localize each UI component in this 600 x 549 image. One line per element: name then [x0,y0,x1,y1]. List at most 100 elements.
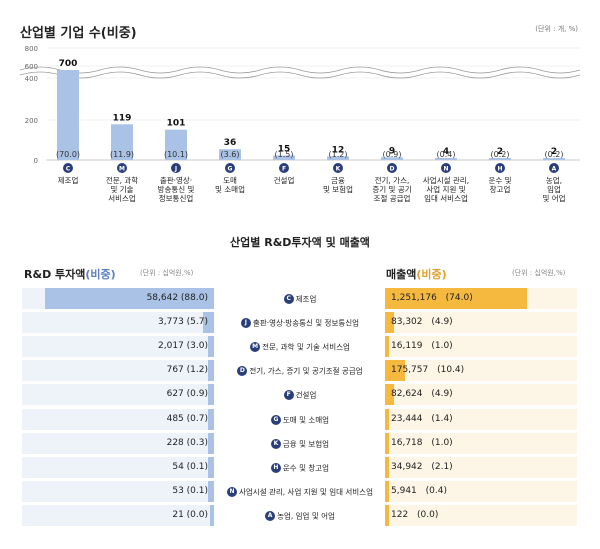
industry-code-letter: H [497,166,502,173]
sales-value-label: 1,251,176 (74.0) [391,288,473,309]
rd-bar-track [22,408,214,430]
industry-code-badge [117,163,127,173]
rd-share: (0.0) [183,509,208,520]
rd-amount: 58,642 [146,293,179,303]
table-row: 54 (0.1) H 운수 및 창고업 34,942 (2.1) [0,456,600,479]
industry-name: 제조업 [295,294,317,304]
bar-share-label: (0.4) [437,150,456,159]
sales-bar [385,336,389,358]
rd-value-label: 767 (1.2) [22,360,208,381]
bar-c [57,70,79,160]
bar-g [219,149,241,160]
table-row: 485 (0.7) G 도매 및 소매업 23,444 (1.4) [0,408,600,431]
industry-code-letter: G [228,166,233,173]
rd-value-label: 3,773 (5.7) [22,312,208,333]
axis-break-line [19,66,581,74]
rd-bar-track [22,504,214,526]
y-tick-label: 400 [25,75,38,83]
category-label: 출판·영상· [160,175,192,185]
industry-code-badge [549,163,559,173]
industry-code-letter: J [174,166,177,173]
industry-name: 건설업 [295,390,317,400]
category-label: 창고업 [490,185,511,194]
rd-share: (0.3) [183,437,208,448]
rd-bar-track [22,432,214,454]
rd-bar [208,408,214,430]
category-label: 사업시설 관리, [423,175,469,185]
bar-f [273,155,295,160]
rd-amount: 627 [166,389,184,400]
sales-amount: 34,942 [391,461,423,472]
rd-investment-title: R&D 투자액(비중) [24,266,116,282]
industry-code-badge [387,163,397,173]
bar-h [489,158,511,160]
sales-value-label: 5,941 (0.4) [391,481,447,502]
axis-break-line [19,71,581,79]
sales-bar-track [385,480,577,502]
rd-bar [208,384,214,406]
rd-value-label: 228 (0.3) [22,433,208,454]
rd-value-label: 2,017 (3.0) [22,336,208,357]
sales-bar-track [385,432,577,454]
table-row: 627 (0.9) F 건설업 82,624 (4.9) [0,384,600,406]
bar-value-label: 2 [497,147,503,157]
rd-share: (88.0) [178,293,208,303]
rd-amount: 485 [166,413,184,424]
industry-code-letter: C [66,166,71,173]
bar-share-label: (1.2) [329,150,348,159]
company-count-chart: 800 600 400 200 0 700 (70.0) C 제조업 119 (11.9) M 전문, … [19,45,581,203]
y-tick-label: 600 [25,63,38,71]
sales-share: (1.0) [428,437,453,448]
rd-share: (3.0) [183,341,208,352]
table-row: 767 (1.2) D 전기, 가스, 증기 및 공기조절 공급업 175,757 (… [0,360,600,382]
category-label: 증기 및 공기 [372,184,411,194]
industry-label: A 농업, 임업 및 어업 [216,505,384,526]
table-row: 53 (0.1) N 사업시설 관리, 사업 지원 및 임대 서비스업 5,941 (… [0,480,600,503]
industry-code-badge: F [283,390,294,401]
rd-bar-track [22,360,214,382]
sales-bar-track [385,312,577,334]
bar-k [327,156,349,160]
industry-code-badge [495,163,505,173]
sales-share: (4.9) [428,317,453,328]
rd-share: (0.1) [183,461,208,472]
sales-value-label: 34,942 (2.1) [391,457,453,478]
category-label: 금융 [331,176,345,185]
rd-investment-unit: (단위 : 십억원,%) [140,269,194,277]
sales-title: 매출액(비중) [386,266,447,282]
sales-bar [385,312,395,334]
bar-share-label: (11.9) [110,150,134,159]
category-label: 도매 [223,176,237,185]
sales-value-label: 175,757 (10.4) [391,360,464,381]
bar-value-label: 2 [551,147,557,157]
sales-bar [385,408,389,430]
industry-label: J 출판·영상·방송통신 및 정보통신업 [216,312,384,333]
category-label: 전기, 가스, [375,175,410,185]
bar-n [435,158,457,160]
sales-bar [385,288,528,309]
rd-bar-track [22,288,214,309]
sales-share: (1.0) [428,341,453,352]
sales-amount: 83,302 [391,317,423,328]
sales-amount: 175,757 [391,365,429,376]
industry-code-letter: D [390,166,395,173]
bar-share-label: (10.1) [164,150,188,159]
bar-a [543,158,565,160]
bar-value-label: 700 [59,59,78,69]
sales-bar [385,480,389,502]
y-tick-label: 0 [34,157,38,165]
rd-amount: 228 [166,437,184,448]
category-label: 조절 공급업 [374,194,411,203]
company-count-title: 산업별 기업 수(비중) [20,26,137,41]
sales-value-label: 83,302 (4.9) [391,312,453,333]
category-label: 사업 지원 및 [426,184,465,194]
industry-code-letter: F [282,166,286,173]
industry-name: 도매 및 소매업 [282,415,330,424]
sales-share: (2.1) [428,461,453,472]
sales-value-label: 16,119 (1.0) [391,336,453,357]
sales-amount: 16,718 [391,437,423,448]
bar-value-label: 12 [332,145,345,155]
sales-title-sub: (비중) [416,268,447,281]
category-label: 및 어업 [542,193,565,203]
industry-name: 금융 및 보험업 [282,439,330,449]
